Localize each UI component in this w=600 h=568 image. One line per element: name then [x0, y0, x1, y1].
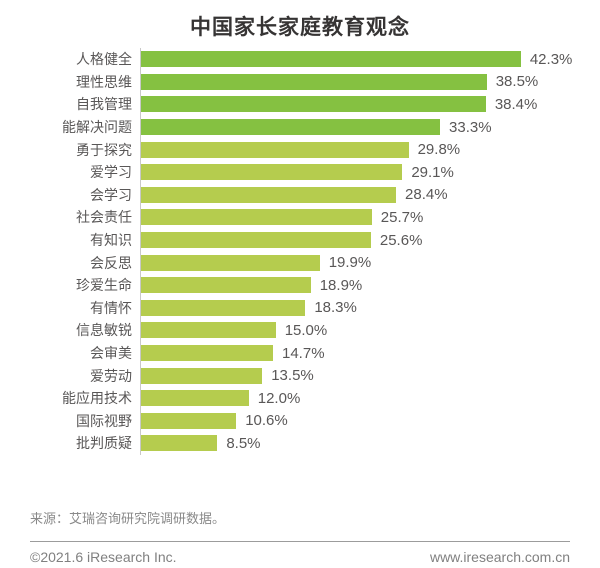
source-note: 来源：艾瑞咨询研究院调研数据。 [30, 510, 226, 526]
copyright-text: ©2021.6 iResearch Inc. [30, 548, 177, 565]
category-label: 社会责任 [76, 209, 132, 226]
bar [141, 119, 441, 136]
category-label: 会审美 [90, 345, 132, 362]
value-label: 18.9% [319, 276, 363, 294]
category-label: 有知识 [90, 232, 132, 249]
value-label: 42.3% [529, 50, 573, 68]
bar-row: 批判质疑 8.5% [0, 432, 600, 455]
bar-track: 25.7% [140, 206, 600, 229]
category-label: 国际视野 [76, 412, 132, 429]
chart-title: 中国家长家庭教育观念 [190, 16, 410, 39]
bar [141, 322, 276, 339]
bar-track: 19.9% [140, 251, 600, 274]
footer-divider [30, 540, 570, 542]
bar-track: 29.8% [140, 138, 600, 161]
bar [141, 345, 273, 362]
bar [141, 73, 487, 90]
category-label: 爱学习 [90, 164, 132, 181]
bar [141, 277, 311, 294]
bar [141, 412, 237, 429]
category-label: 珍爱生命 [76, 277, 132, 294]
bar-track: 18.3% [140, 296, 600, 320]
category-label: 能解决问题 [62, 119, 132, 136]
horizontal-bar-chart: 人格健全 42.3% 理性思维 38.5% 自我管理 38.4% 能解决问题 33.3% 勇于探… [0, 48, 600, 455]
bar-row: 能解决问题 33.3% [0, 115, 600, 139]
bar-track: 28.4% [140, 183, 600, 207]
value-label: 25.6% [379, 231, 423, 249]
value-label: 29.1% [411, 163, 454, 181]
bar-row: 人格健全 42.3% [0, 48, 600, 71]
value-label: 29.8% [417, 141, 461, 159]
bar [141, 367, 263, 384]
bar-track: 42.3% [140, 48, 600, 71]
value-label: 25.7% [380, 208, 424, 226]
bar-row: 会审美 14.7% [0, 341, 600, 365]
bar [141, 164, 403, 181]
bar [141, 435, 218, 452]
category-label: 信息敏锐 [76, 322, 132, 339]
bar-row: 信息敏锐 15.0% [0, 319, 600, 342]
website-url: www.iresearch.com.cn [429, 548, 570, 565]
category-label: 能应用技术 [62, 390, 132, 407]
value-label: 12.0% [257, 389, 301, 407]
bar-track: 25.6% [140, 228, 600, 252]
bar [141, 299, 306, 316]
category-label: 人格健全 [76, 51, 132, 68]
bar [141, 96, 486, 113]
bar-row: 社会责任 25.7% [0, 206, 600, 229]
category-label: 会学习 [90, 186, 132, 203]
value-label: 10.6% [245, 412, 288, 430]
bar [141, 51, 521, 68]
bar-track: 38.5% [140, 70, 600, 94]
category-label: 理性思维 [76, 73, 132, 90]
bar-row: 理性思维 38.5% [0, 70, 600, 94]
bar [141, 232, 371, 249]
value-label: 8.5% [226, 434, 261, 452]
bar-row: 国际视野 10.6% [0, 409, 600, 433]
bar-row: 爱劳动 13.5% [0, 364, 600, 387]
category-label: 爱劳动 [90, 367, 132, 384]
bar [141, 186, 397, 203]
bar [141, 209, 372, 226]
value-label: 38.5% [495, 73, 539, 91]
bar [141, 254, 320, 271]
bar-track: 13.5% [140, 364, 600, 387]
value-label: 18.3% [314, 299, 357, 317]
bar-track: 8.5% [140, 432, 600, 455]
bar-track: 10.6% [140, 409, 600, 433]
bar-track: 38.4% [140, 93, 600, 116]
value-label: 13.5% [271, 367, 314, 385]
bar-track: 12.0% [140, 386, 600, 410]
bar-row: 勇于探究 29.8% [0, 138, 600, 161]
bar-row: 有知识 25.6% [0, 228, 600, 252]
category-label: 勇于探究 [76, 141, 132, 158]
bar-track: 15.0% [140, 319, 600, 342]
value-label: 14.7% [282, 344, 325, 362]
bar-row: 能应用技术 12.0% [0, 386, 600, 410]
bar-row: 自我管理 38.4% [0, 93, 600, 116]
bar-track: 14.7% [140, 341, 600, 365]
bar-track: 33.3% [140, 115, 600, 139]
bar [141, 390, 249, 407]
bar-row: 有情怀 18.3% [0, 296, 600, 320]
value-label: 28.4% [405, 186, 448, 204]
bar-track: 18.9% [140, 273, 600, 297]
category-label: 自我管理 [76, 96, 132, 113]
category-label: 会反思 [90, 254, 132, 271]
value-label: 15.0% [284, 321, 328, 339]
bar-row: 珍爱生命 18.9% [0, 273, 600, 297]
category-label: 批判质疑 [76, 435, 132, 452]
value-label: 33.3% [449, 118, 492, 136]
footer-bar: ©2021.6 iResearch Inc. www.iresearch.com… [30, 549, 570, 565]
value-label: 38.4% [494, 95, 538, 113]
bar [141, 141, 409, 158]
bar-row: 会学习 28.4% [0, 183, 600, 207]
bar-row: 爱学习 29.1% [0, 160, 600, 184]
bar-row: 会反思 19.9% [0, 251, 600, 274]
value-label: 19.9% [328, 254, 372, 272]
category-label: 有情怀 [90, 299, 132, 316]
bar-track: 29.1% [140, 160, 600, 184]
